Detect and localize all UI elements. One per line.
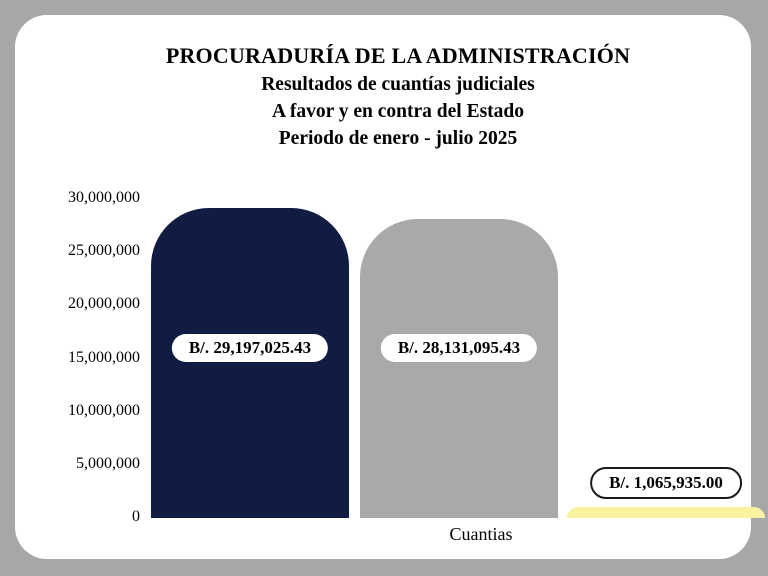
y-tick-label: 5,000,000 [76, 454, 140, 472]
y-tick-label: 20,000,000 [68, 295, 140, 313]
chart-subtitle-3: Periodo de enero - julio 2025 [278, 128, 518, 149]
chart-card: PROCURADURÍA DE LA ADMINISTRACIÓN Result… [15, 15, 765, 559]
chart-subtitle-2: A favor y en contra del Estado [271, 101, 525, 122]
y-tick-label: 30,000,000 [68, 189, 140, 206]
bar-value-label: B/. 28,131,095.43 [380, 334, 538, 362]
y-tick-label: 15,000,000 [68, 348, 140, 366]
bar-cuantias-2 [360, 218, 558, 518]
y-tick-label: 0 [132, 508, 140, 526]
bar-cuantias-3 [567, 506, 765, 518]
title-block: PROCURADURÍA DE LA ADMINISTRACIÓN Result… [30, 41, 766, 152]
bar-cuantias-1 [151, 207, 349, 518]
bar-value-label: B/. 29,197,025.43 [171, 334, 329, 362]
y-tick-label: 25,000,000 [68, 242, 140, 260]
bar-value-label: B/. 1,065,935.00 [590, 466, 742, 499]
x-axis-label: Cuantias [449, 524, 513, 544]
y-tick-label: 10,000,000 [68, 401, 140, 419]
chart-title: PROCURADURÍA DE LA ADMINISTRACIÓN [165, 43, 631, 68]
chart-subtitle-1: Resultados de cuantías judiciales [261, 74, 535, 95]
